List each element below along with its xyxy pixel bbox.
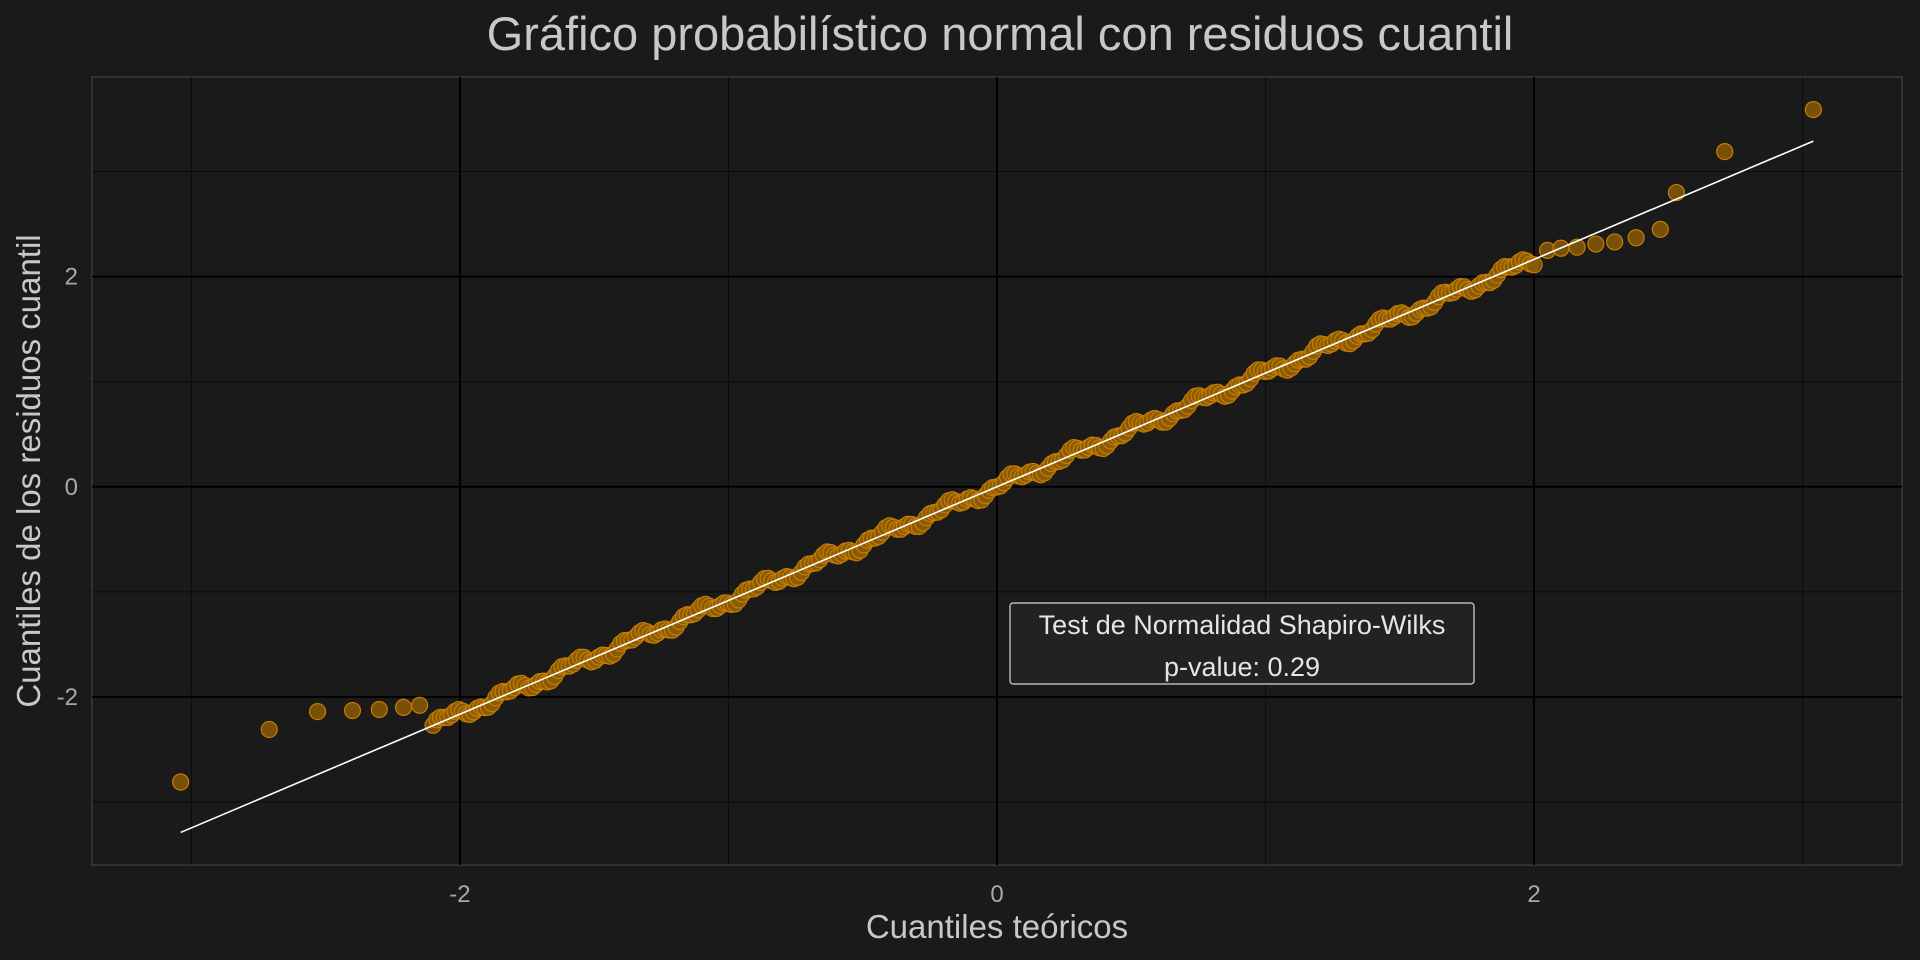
data-point bbox=[1606, 233, 1624, 251]
chart-title: Gráfico probabilístico normal con residu… bbox=[487, 7, 1514, 60]
y-axis-title: Cuantiles de los residuos cuantil bbox=[10, 234, 47, 707]
x-tick-label: 0 bbox=[990, 881, 1003, 908]
data-point bbox=[1587, 235, 1605, 253]
grid-lines bbox=[92, 77, 1902, 865]
y-tick-label: -2 bbox=[57, 684, 78, 711]
reference-line bbox=[180, 140, 1814, 834]
x-axis-title: Cuantiles teóricos bbox=[866, 908, 1128, 945]
data-point bbox=[1716, 142, 1734, 161]
y-tick-label: 2 bbox=[65, 264, 78, 291]
data-point bbox=[394, 698, 413, 717]
data-point bbox=[1667, 183, 1686, 202]
data-point bbox=[1804, 100, 1822, 119]
y-tick-label: 0 bbox=[65, 474, 78, 501]
annotation-line-2: p-value: 0.29 bbox=[1164, 652, 1320, 682]
data-point bbox=[343, 701, 362, 720]
normality-annotation: Test de Normalidad Shapiro-Wilks p-value… bbox=[1009, 602, 1475, 685]
x-tick-label: 2 bbox=[1527, 881, 1540, 908]
data-point bbox=[308, 703, 327, 721]
annotation-box bbox=[1009, 602, 1475, 685]
data-point bbox=[370, 700, 388, 719]
data-point bbox=[411, 696, 429, 714]
x-tick-label: -2 bbox=[449, 881, 470, 908]
data-point bbox=[1651, 220, 1669, 238]
data-point bbox=[172, 773, 190, 791]
tick-labels: -2 0 2 -2 0 2 bbox=[57, 264, 1541, 908]
data-points bbox=[172, 100, 1822, 791]
data-point bbox=[260, 720, 278, 739]
data-point bbox=[1627, 229, 1645, 247]
annotation-line-1: Test de Normalidad Shapiro-Wilks bbox=[1039, 610, 1446, 640]
